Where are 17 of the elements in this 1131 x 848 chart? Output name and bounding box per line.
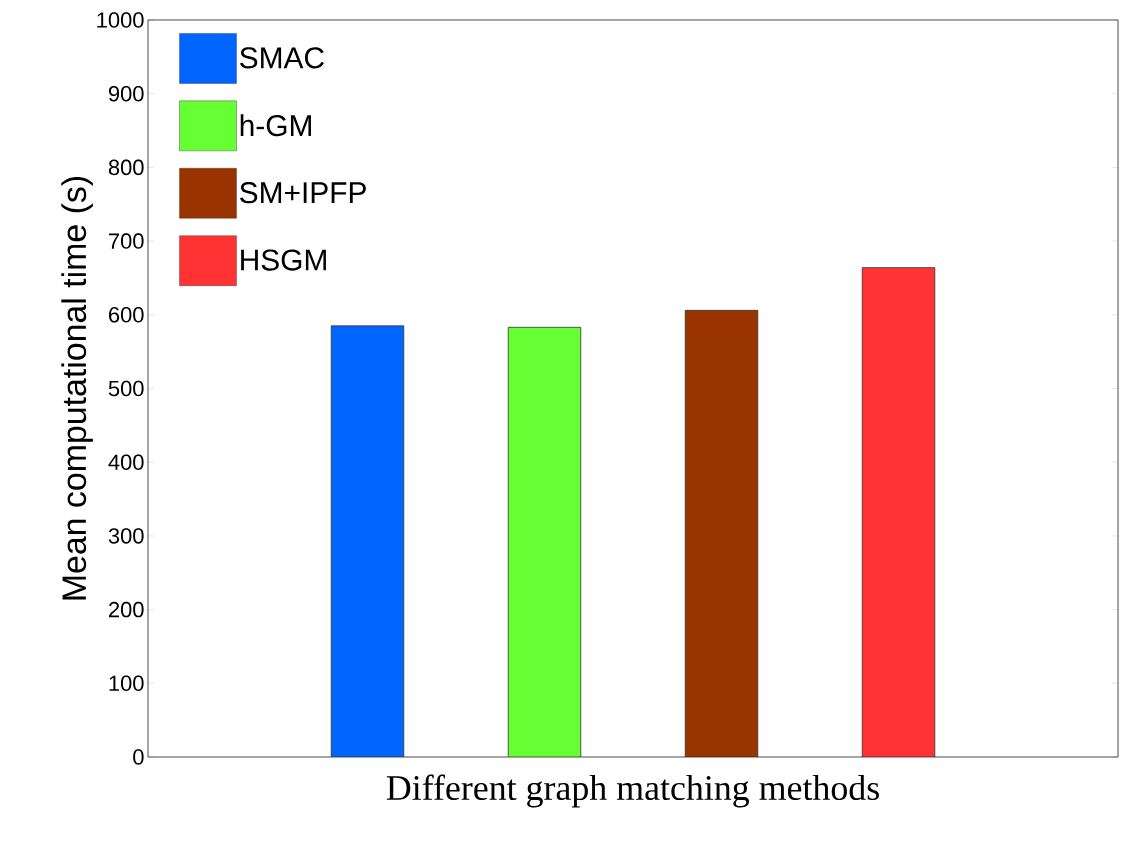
y-tick-label: 500: [108, 380, 144, 397]
legend-label: SM+IPFP: [240, 182, 366, 204]
y-tick-label: 1000: [97, 12, 144, 28]
y-tick-label: 600: [109, 307, 144, 323]
x-axis-title: Different graph matching methods: [386, 774, 879, 808]
y-axis-title: Mean computational time (s): [61, 176, 93, 600]
y-tick-label: 800: [108, 159, 144, 176]
legend-label: HSGM: [241, 249, 326, 271]
legend-label: SMAC: [240, 47, 324, 69]
y-tick-label: 300: [108, 528, 144, 544]
y-tick-label: 900: [108, 85, 144, 102]
y-tick-label: 200: [109, 601, 144, 618]
legend-label: h-GM: [240, 114, 311, 137]
y-tick-label: 0: [133, 749, 144, 765]
y-tick-label: 400: [108, 454, 144, 470]
y-tick-label: 100: [109, 675, 144, 692]
y-tick-label: 700: [109, 233, 144, 249]
